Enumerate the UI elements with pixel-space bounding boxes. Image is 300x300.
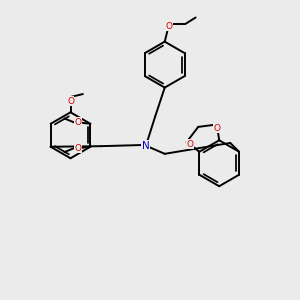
Text: O: O [74, 144, 82, 153]
Text: N: N [142, 141, 149, 151]
Text: O: O [186, 140, 194, 149]
Text: O: O [166, 22, 173, 31]
Text: O: O [67, 97, 74, 106]
Text: O: O [74, 118, 82, 127]
Text: O: O [214, 124, 221, 133]
